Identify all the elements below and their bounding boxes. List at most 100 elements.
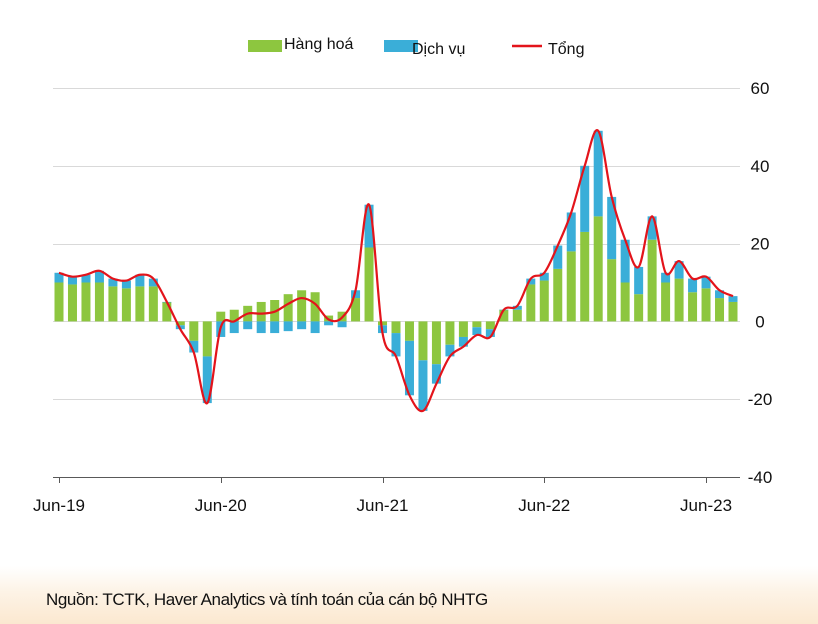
bar-goods (81, 282, 91, 322)
bar-services (67, 276, 77, 285)
bar-goods (485, 321, 495, 330)
x-tick-label: Jun-21 (357, 496, 409, 515)
bar-goods (418, 321, 428, 361)
bar-services (243, 321, 253, 330)
bar-goods (135, 286, 145, 322)
bar-goods (526, 284, 536, 322)
bar-goods (310, 292, 320, 322)
bar-services (324, 321, 334, 326)
bar-goods (108, 286, 118, 322)
legend-label: Dịch vụ (412, 41, 465, 58)
bar-services (364, 204, 374, 248)
bar-services (189, 340, 199, 353)
total-line (58, 129, 734, 413)
bar-goods (148, 286, 158, 322)
bar-goods (351, 298, 361, 322)
bar-goods (189, 321, 199, 341)
bar-services (728, 296, 738, 302)
y-tick-label: -40 (748, 468, 773, 487)
bar-services (148, 278, 158, 287)
bar-goods (54, 282, 64, 322)
x-tick-label: Jun-19 (33, 496, 85, 515)
bar-goods (378, 321, 388, 326)
bar-services (634, 266, 644, 295)
legend-label: Hàng hoá (284, 36, 353, 53)
bar-services (81, 274, 91, 283)
bar-goods (121, 288, 131, 322)
x-tick-label: Jun-22 (518, 496, 570, 515)
bar-services (688, 278, 698, 293)
bar-services (404, 340, 414, 396)
legend-label: Tổng (548, 40, 584, 58)
bar-goods (229, 309, 239, 322)
bar-goods (661, 282, 671, 322)
bar-services (661, 272, 671, 283)
bars (54, 130, 738, 411)
bar-services (391, 333, 401, 357)
bar-services (553, 245, 563, 269)
bar-services (283, 321, 293, 332)
bar-goods (715, 298, 725, 322)
bar-goods (566, 251, 576, 322)
bar-services (445, 344, 455, 357)
bar-services (512, 305, 522, 310)
bar-goods (283, 294, 293, 322)
bar-goods (674, 278, 684, 322)
bar-goods (553, 268, 563, 322)
bar-goods (297, 290, 307, 322)
legend-swatch (384, 40, 418, 52)
bar-services (674, 261, 684, 279)
y-tick-label: 60 (751, 79, 770, 98)
bar-goods (593, 216, 603, 322)
bar-services (54, 272, 64, 283)
bar-goods (688, 292, 698, 322)
bar-services (418, 360, 428, 411)
bar-services (526, 278, 536, 285)
bar-goods (607, 259, 617, 322)
bar-goods (364, 247, 374, 322)
bar-services (94, 270, 104, 283)
bar-goods (67, 284, 77, 322)
bar-services (472, 327, 482, 336)
bar-goods (202, 321, 212, 357)
bar-services (620, 239, 630, 283)
bar-goods (539, 280, 549, 322)
bar-goods (162, 301, 172, 322)
bar-services (458, 336, 468, 347)
legend: Hàng hoá Dịch vụ Tổng (248, 36, 584, 58)
bar-goods (620, 282, 630, 322)
bar-services (229, 321, 239, 334)
legend-swatch (248, 40, 282, 52)
x-tick-labels: Jun-19 Jun-20 Jun-21 Jun-22 Jun-23 (33, 496, 732, 515)
bar-services (647, 216, 657, 240)
bar-goods (458, 321, 468, 337)
bar-goods (256, 301, 266, 322)
bar-services (270, 321, 280, 334)
bar-services (539, 272, 549, 281)
bar-services (701, 276, 711, 289)
bar-goods (391, 321, 401, 334)
bar-goods (728, 301, 738, 322)
bar-services (431, 364, 441, 384)
bar-goods (404, 321, 414, 341)
bar-goods (216, 311, 226, 322)
bar-goods (175, 321, 185, 326)
bar-goods (499, 309, 509, 322)
bar-services (297, 321, 307, 330)
gridlines (53, 88, 740, 400)
bar-services (607, 196, 617, 260)
bar-services (202, 356, 212, 404)
bar-goods (472, 321, 482, 328)
bar-services (310, 321, 320, 334)
y-tick-label: 20 (751, 235, 770, 254)
bar-goods (634, 294, 644, 322)
bar-services (108, 278, 118, 287)
bar-services (256, 321, 266, 334)
bar-services (337, 321, 347, 328)
y-tick-labels: 60 40 20 0 -20 -40 (748, 79, 773, 487)
total-line-path (58, 129, 734, 413)
y-tick-label: -20 (748, 390, 773, 409)
bar-services (715, 290, 725, 299)
bar-goods (701, 288, 711, 322)
bar-goods (94, 282, 104, 322)
